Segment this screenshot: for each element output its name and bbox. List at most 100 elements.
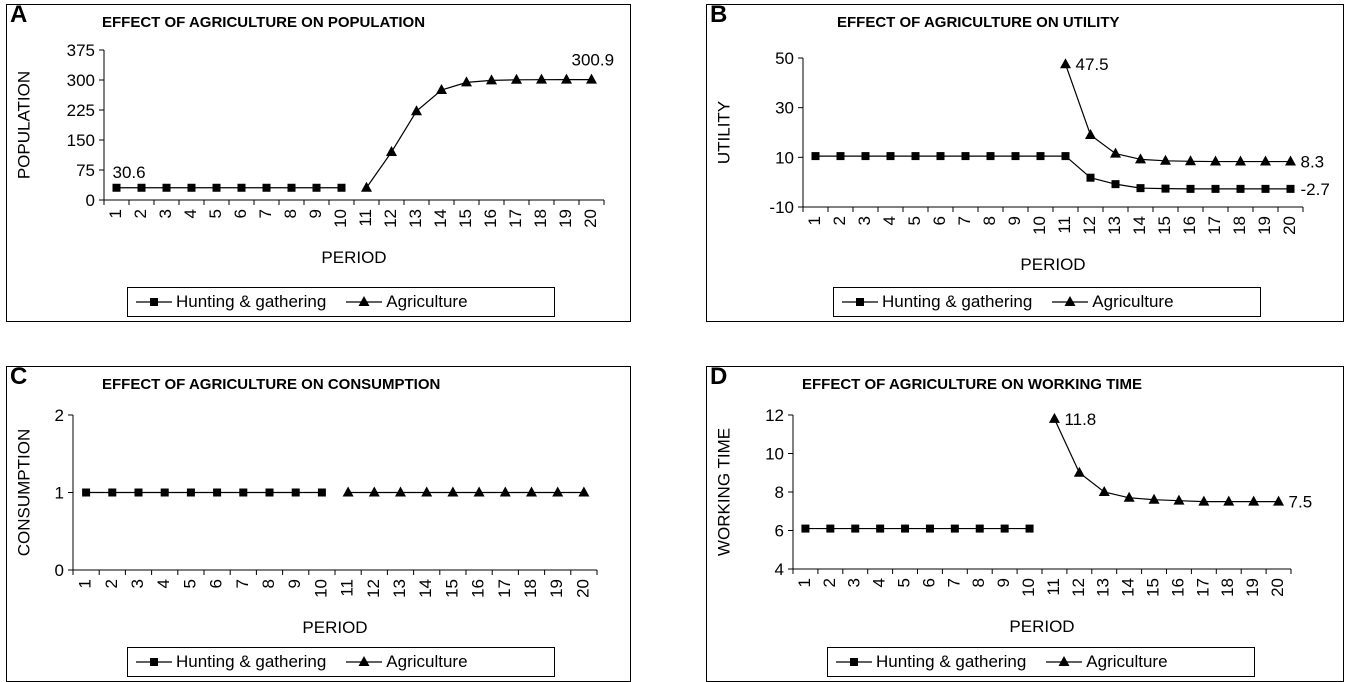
triangle-marker xyxy=(586,73,597,84)
x-tick-label: 4 xyxy=(181,209,200,218)
x-tick-label: 12 xyxy=(1069,578,1088,597)
x-tick-label: 7 xyxy=(256,209,275,218)
y-tick-label: 225 xyxy=(67,101,95,120)
x-tick-label: 12 xyxy=(364,579,383,598)
x-tick-label: 3 xyxy=(156,209,175,218)
chart-legend: Hunting & gathering Agriculture xyxy=(127,287,555,317)
triangle-marker xyxy=(1048,412,1060,423)
y-axis-label: CONSUMPTION xyxy=(14,429,33,557)
x-tick-label: 18 xyxy=(531,209,550,228)
legend-marker xyxy=(358,656,370,666)
data-label: 300.9 xyxy=(572,51,615,70)
square-marker xyxy=(160,488,169,497)
x-tick-label: 13 xyxy=(406,209,425,228)
x-tick-label: 19 xyxy=(1255,216,1274,235)
legend-triangle-swatch xyxy=(1052,296,1089,306)
triangle-marker xyxy=(1060,58,1071,69)
series-line xyxy=(1064,64,1291,163)
square-marker xyxy=(1025,524,1034,533)
chart-legend: Hunting & gathering Agriculture xyxy=(833,287,1261,317)
data-label: 11.8 xyxy=(1064,410,1096,429)
square-marker xyxy=(239,488,248,497)
x-tick-label: 16 xyxy=(481,209,500,228)
legend-label: Agriculture xyxy=(386,652,468,671)
triangle-marker xyxy=(1248,495,1260,506)
x-tick-label: 4 xyxy=(154,579,173,588)
x-tick-label: 9 xyxy=(994,578,1013,587)
triangle-marker xyxy=(578,486,590,497)
square-marker xyxy=(901,524,910,533)
legend-item: Hunting & gathering xyxy=(136,292,326,312)
triangle-marker xyxy=(1098,486,1110,496)
legend-square-swatch xyxy=(836,658,872,666)
triangle-marker xyxy=(552,486,564,497)
y-tick-label: 50 xyxy=(775,49,794,68)
y-tick-label: 1 xyxy=(55,484,64,503)
x-tick-label: 3 xyxy=(855,216,874,225)
legend-label: Hunting & gathering xyxy=(882,292,1033,311)
x-tick-label: 10 xyxy=(1019,578,1038,597)
x-tick-label: 13 xyxy=(1105,216,1124,235)
x-tick-label: 18 xyxy=(1218,578,1237,597)
triangle-marker xyxy=(361,181,372,192)
data-label: 8.3 xyxy=(1301,153,1325,172)
x-tick-label: 2 xyxy=(830,216,849,225)
square-marker xyxy=(108,488,117,497)
panel-letter: D xyxy=(710,363,728,390)
x-tick-label: 15 xyxy=(442,579,461,598)
x-tick-label: 10 xyxy=(311,579,330,598)
series-line xyxy=(1053,418,1279,503)
square-marker xyxy=(1261,184,1270,193)
chart-legend: Hunting & gathering Agriculture xyxy=(827,647,1255,677)
legend-item: Agriculture xyxy=(346,652,468,672)
triangle-marker xyxy=(447,486,459,497)
legend-label: Agriculture xyxy=(386,292,468,311)
legend-item: Hunting & gathering xyxy=(836,652,1026,672)
legend-marker xyxy=(1058,656,1070,666)
square-marker xyxy=(262,183,271,192)
series-line xyxy=(815,155,1291,190)
square-marker xyxy=(811,152,820,161)
data-label: 7.5 xyxy=(1289,493,1313,512)
triangle-marker xyxy=(411,105,422,116)
x-tick-label: 1 xyxy=(805,216,824,225)
x-tick-label: 7 xyxy=(955,216,974,225)
x-tick-label: 13 xyxy=(390,579,409,598)
x-tick-label: 14 xyxy=(1119,578,1138,597)
y-tick-label: 0 xyxy=(86,191,95,210)
x-tick-label: 7 xyxy=(944,578,963,587)
legend-item: Agriculture xyxy=(1046,652,1168,672)
square-marker xyxy=(950,524,959,533)
x-tick-label: 11 xyxy=(1055,216,1074,234)
square-marker xyxy=(137,183,146,192)
y-axis-label: UTILITY xyxy=(714,101,733,164)
triangle-marker xyxy=(1235,155,1246,166)
triangle-marker xyxy=(1135,153,1146,164)
x-tick-label: 16 xyxy=(1180,216,1199,235)
y-tick-label: 10 xyxy=(775,148,794,167)
x-tick-label: 9 xyxy=(285,579,304,588)
legend-item: Hunting & gathering xyxy=(136,652,326,672)
chart-title: EFFECT OF AGRICULTURE ON CONSUMPTION xyxy=(102,376,441,393)
chart-title: EFFECT OF AGRICULTURE ON POPULATION xyxy=(102,14,426,31)
y-tick-label: 2 xyxy=(55,406,64,425)
chart-title: EFFECT OF AGRICULTURE ON UTILITY xyxy=(837,14,1120,31)
triangle-marker xyxy=(1085,128,1096,139)
y-tick-label: 150 xyxy=(67,131,95,150)
x-tick-label: 3 xyxy=(845,578,864,587)
y-tick-label: 10 xyxy=(765,445,784,464)
triangle-marker xyxy=(342,486,354,497)
x-axis-label: PERIOD xyxy=(1009,617,1074,636)
triangle-marker xyxy=(1160,154,1171,165)
triangle-marker xyxy=(1173,494,1185,505)
x-tick-label: 19 xyxy=(1243,578,1262,597)
y-tick-label: 375 xyxy=(67,41,95,60)
triangle-marker xyxy=(395,486,406,497)
square-marker xyxy=(1086,173,1095,182)
x-tick-label: 20 xyxy=(1280,216,1299,235)
y-tick-label: 0 xyxy=(55,561,64,580)
square-marker xyxy=(876,524,885,533)
x-tick-label: 15 xyxy=(1144,578,1163,597)
square-marker xyxy=(213,488,222,497)
